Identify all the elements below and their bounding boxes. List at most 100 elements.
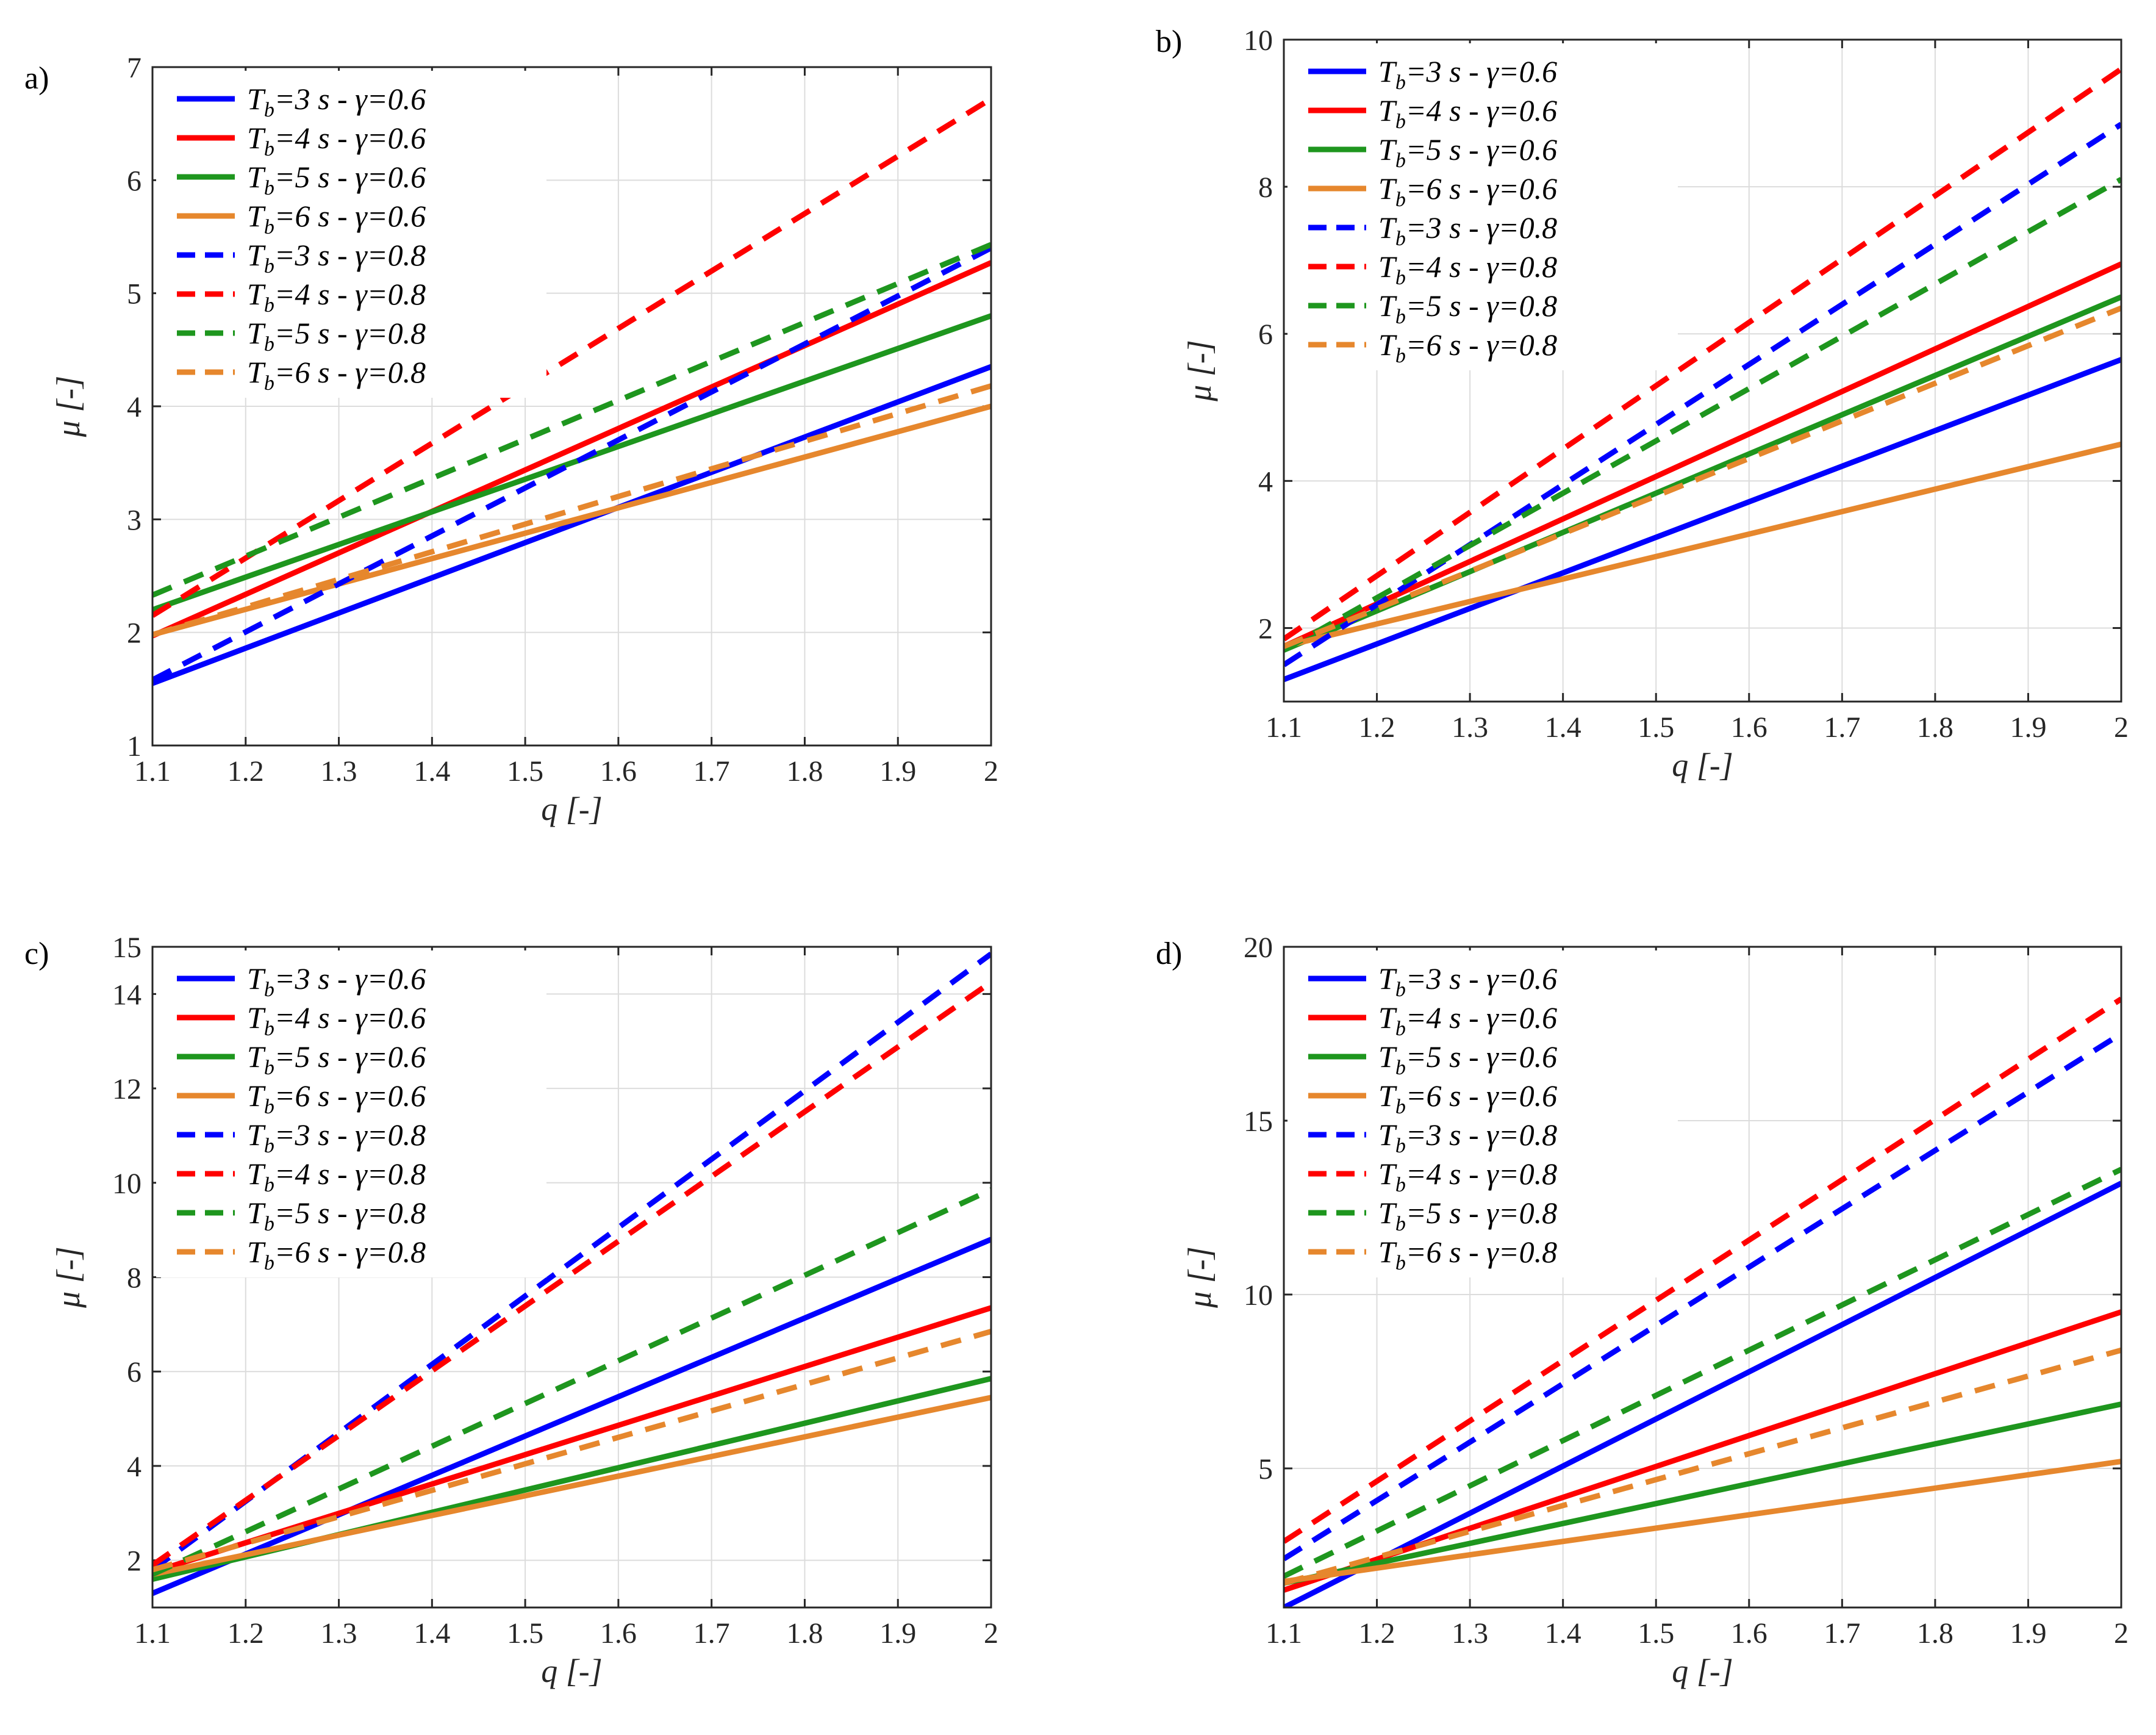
panel-label: b): [1156, 24, 1182, 59]
axes-box: [1283, 946, 2122, 1609]
series-line-tb3-gamma08-dashed: [1284, 121, 2121, 667]
series-lines: [1284, 66, 2121, 683]
legend-entry-label: Tb=3 s - γ=0.6: [1378, 961, 1557, 1001]
y-axis-label: μ [-]: [50, 1246, 87, 1309]
y-tick-label: 2: [127, 1545, 141, 1578]
x-axis-label: q [-]: [541, 791, 603, 827]
x-tick-label: 1.4: [414, 755, 450, 788]
series-line-tb3-gamma08-dashed: [152, 951, 991, 1572]
legend-entry-label: Tb=5 s - γ=0.6: [247, 1040, 426, 1079]
legend-entry-label: Tb=4 s - γ=0.6: [1378, 93, 1557, 133]
x-tick-label: 1.8: [1917, 1617, 1954, 1650]
legend-entry-label: Tb=3 s - γ=0.8: [1378, 1118, 1557, 1157]
series-line-tb5-gamma08-dashed: [1284, 177, 2121, 653]
series-line-tb6-gamma06-solid: [152, 1395, 991, 1578]
legend-entry-label: Tb=6 s - γ=0.6: [247, 1079, 426, 1118]
y-tick-label: 10: [112, 1168, 141, 1200]
legend-entry-label: Tb=4 s - γ=0.8: [1378, 1157, 1557, 1196]
x-tick-label: 1.2: [227, 1617, 264, 1650]
legend-entry-label: Tb=6 s - γ=0.6: [1378, 171, 1557, 211]
axes-box: [151, 66, 992, 747]
legend-entry-label: Tb=5 s - γ=0.8: [1378, 289, 1557, 328]
x-tick-label: 1.6: [1731, 1617, 1767, 1650]
legend-entry-label: Tb=6 s - γ=0.6: [247, 199, 426, 239]
legend-background: [156, 71, 546, 398]
legend-entry-label: Tb=5 s - γ=0.8: [1378, 1196, 1557, 1235]
x-tick-label: 1.6: [600, 755, 637, 788]
y-tick-label: 5: [127, 278, 141, 311]
series-line-tb4-gamma06-solid: [1284, 1309, 2121, 1593]
series-lines: [152, 951, 991, 1596]
x-tick-label: 1.1: [134, 755, 171, 788]
y-tick-label: 8: [1258, 171, 1273, 204]
y-tick-label: 4: [127, 1451, 141, 1483]
x-tick-label: 1.5: [1638, 711, 1674, 744]
legend-entry-label: Tb=3 s - γ=0.8: [1378, 210, 1557, 250]
x-tick-label: 1.7: [1824, 1617, 1860, 1650]
x-tick-label: 1.8: [786, 1617, 823, 1650]
series-line-tb4-gamma08-dashed: [152, 96, 991, 618]
legend-entry-label: Tb=6 s - γ=0.8: [247, 1235, 426, 1274]
y-tick-label: 20: [1244, 932, 1273, 964]
legend-background: [1288, 950, 1678, 1277]
x-tick-label: 1.4: [1545, 711, 1581, 744]
legend-entry-label: Tb=4 s - γ=0.6: [247, 121, 426, 160]
x-tick-label: 1.7: [693, 1617, 730, 1650]
series-line-tb3-gamma06-solid: [152, 1237, 991, 1596]
y-tick-label: 5: [1258, 1453, 1273, 1485]
legend-entry-label: Tb=3 s - γ=0.6: [247, 82, 426, 121]
series-line-tb6-gamma08-dashed: [152, 383, 991, 638]
series-line-tb3-gamma06-solid: [1284, 1180, 2121, 1607]
x-tick-label: 1.5: [507, 1617, 543, 1650]
series-line-tb6-gamma06-solid: [1284, 441, 2121, 649]
series-line-tb4-gamma06-solid: [1284, 261, 2121, 649]
series-line-tb3-gamma08-dashed: [152, 245, 991, 683]
series-line-tb5-gamma08-dashed: [152, 1187, 991, 1577]
legend-entry-label: Tb=3 s - γ=0.8: [247, 238, 426, 278]
y-tick-label: 10: [1244, 24, 1273, 57]
x-tick-label: 1.4: [1545, 1617, 1581, 1650]
legend: Tb=3 s - γ=0.6Tb=4 s - γ=0.6Tb=5 s - γ=0…: [156, 71, 546, 398]
y-tick-label: 8: [127, 1262, 141, 1295]
y-tick-label: 7: [127, 52, 141, 84]
panel-label: c): [24, 936, 49, 971]
series-line-tb6-gamma08-dashed: [152, 1329, 991, 1573]
legend-entry-label: Tb=5 s - γ=0.6: [1378, 132, 1557, 172]
x-tick-label: 1.2: [227, 755, 264, 788]
x-tick-label: 2: [984, 755, 998, 788]
legend-entry-label: Tb=6 s - γ=0.8: [1378, 328, 1557, 367]
panel-label: a): [24, 61, 49, 96]
y-tick-label: 10: [1244, 1279, 1273, 1312]
legend-entry-label: Tb=3 s - γ=0.6: [1378, 54, 1557, 94]
x-tick-label: 1.5: [507, 755, 543, 788]
y-tick-label: 4: [127, 391, 141, 423]
x-tick-label: 1.7: [1824, 711, 1860, 744]
x-tick-label: 1.3: [1452, 1617, 1488, 1650]
axes-box: [151, 946, 992, 1609]
legend: Tb=3 s - γ=0.6Tb=4 s - γ=0.6Tb=5 s - γ=0…: [1288, 43, 1678, 370]
y-tick-label: 6: [1258, 318, 1273, 351]
x-tick-label: 1.3: [321, 1617, 357, 1650]
legend-background: [1288, 43, 1678, 370]
legend-entry-label: Tb=4 s - γ=0.8: [247, 277, 426, 317]
y-tick-label: 2: [1258, 612, 1273, 645]
series-line-tb3-gamma06-solid: [152, 364, 991, 686]
x-tick-label: 1.2: [1359, 711, 1395, 744]
legend: Tb=3 s - γ=0.6Tb=4 s - γ=0.6Tb=5 s - γ=0…: [1288, 950, 1678, 1277]
y-tick-label: 4: [1258, 465, 1273, 498]
legend-entry-label: Tb=5 s - γ=0.6: [247, 160, 426, 199]
y-tick-label: 2: [127, 617, 141, 650]
x-tick-label: 1.8: [1917, 711, 1954, 744]
x-tick-label: 1.3: [321, 755, 357, 788]
axes-box: [1283, 38, 2122, 703]
y-axis-label: μ [-]: [1181, 340, 1218, 402]
y-tick-label: 12: [112, 1073, 141, 1105]
x-tick-label: 1.2: [1359, 1617, 1395, 1650]
x-tick-label: 1.1: [134, 1617, 171, 1650]
series-line-tb4-gamma06-solid: [152, 1305, 991, 1575]
series-line-tb5-gamma06-solid: [1284, 1401, 2121, 1586]
legend-entry-label: Tb=4 s - γ=0.8: [1378, 250, 1557, 289]
chart-panel-1: a) 1.1 1.2 1.3 1.4 1.5 1.6 1.7 1.8 1.9 2 1 2 3 4 5 6 7 Tb=…: [24, 52, 998, 827]
series-line-tb6-gamma06-solid: [1284, 1459, 2121, 1584]
x-tick-label: 1.9: [2010, 711, 2046, 744]
